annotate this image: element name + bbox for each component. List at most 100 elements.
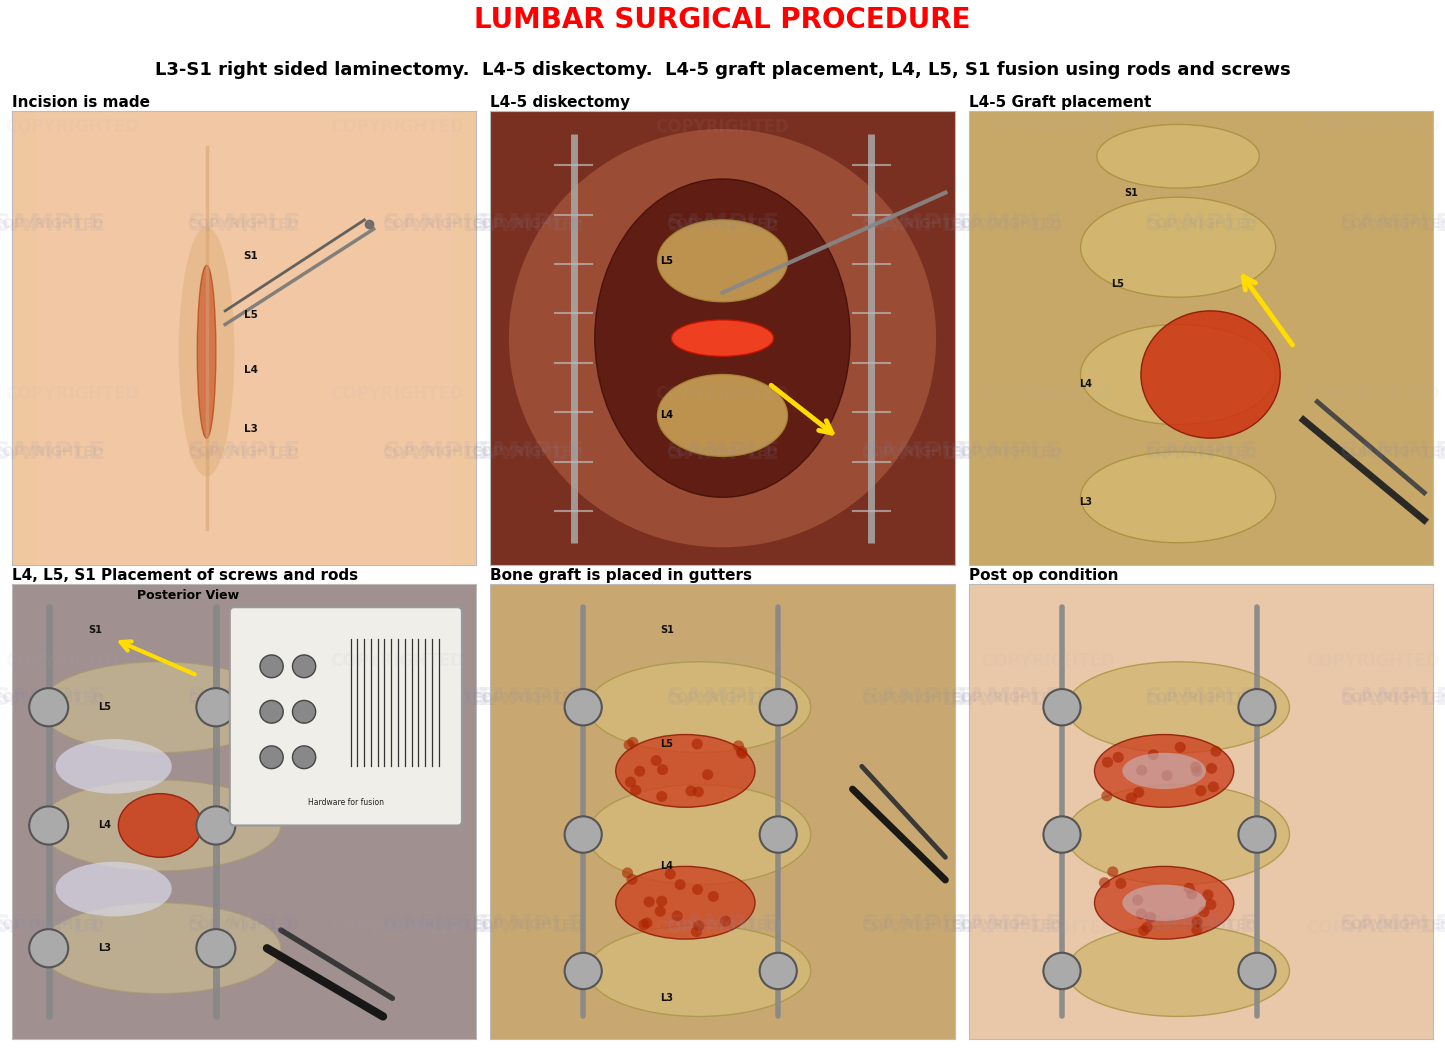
Text: SAMPLE: SAMPLE	[0, 212, 105, 236]
Ellipse shape	[1066, 661, 1289, 752]
Text: COPYRIGHTED: COPYRIGHTED	[666, 919, 779, 933]
Circle shape	[655, 906, 666, 917]
Circle shape	[1162, 770, 1172, 781]
Circle shape	[692, 786, 704, 798]
Circle shape	[720, 916, 731, 926]
Text: COPYRIGHTED: COPYRIGHTED	[383, 691, 494, 705]
Circle shape	[1147, 749, 1159, 760]
Ellipse shape	[1094, 866, 1234, 939]
Text: COPYRIGHTED: COPYRIGHTED	[6, 117, 139, 136]
Circle shape	[665, 868, 676, 880]
Text: SAMPLE: SAMPLE	[471, 440, 584, 464]
Text: COPYRIGHTED: COPYRIGHTED	[1341, 445, 1445, 459]
Circle shape	[656, 896, 668, 906]
Text: COPYRIGHTED: COPYRIGHTED	[0, 919, 104, 933]
Text: COPYRIGHTED: COPYRIGHTED	[188, 445, 299, 459]
FancyBboxPatch shape	[230, 608, 462, 825]
Text: COPYRIGHTED: COPYRIGHTED	[0, 217, 104, 231]
Circle shape	[630, 785, 642, 795]
Circle shape	[1144, 912, 1156, 923]
Circle shape	[624, 776, 636, 787]
Circle shape	[197, 806, 236, 845]
Text: COPYRIGHTED: COPYRIGHTED	[1306, 117, 1439, 136]
Ellipse shape	[1142, 311, 1280, 438]
Circle shape	[260, 655, 283, 677]
Ellipse shape	[118, 793, 202, 858]
Text: L5: L5	[660, 255, 673, 266]
Text: COPYRIGHTED: COPYRIGHTED	[331, 385, 464, 403]
Text: SAMPLE: SAMPLE	[1144, 914, 1259, 938]
Circle shape	[624, 740, 634, 750]
Circle shape	[1142, 922, 1153, 933]
Text: SAMPLE: SAMPLE	[949, 914, 1064, 938]
Text: SAMPLE: SAMPLE	[381, 686, 496, 710]
Circle shape	[565, 953, 601, 990]
Circle shape	[260, 746, 283, 769]
Ellipse shape	[1081, 325, 1276, 424]
Text: SAMPLE: SAMPLE	[186, 212, 301, 236]
Circle shape	[691, 926, 702, 937]
Text: SAMPLE: SAMPLE	[186, 440, 301, 464]
Circle shape	[197, 929, 236, 967]
Circle shape	[672, 910, 682, 921]
Text: COPYRIGHTED: COPYRIGHTED	[331, 652, 464, 670]
Text: L3: L3	[1079, 497, 1091, 506]
Text: COPYRIGHTED: COPYRIGHTED	[1306, 919, 1439, 938]
Text: SAMPLE: SAMPLE	[1340, 686, 1445, 710]
Text: SAMPLE: SAMPLE	[471, 914, 584, 938]
Circle shape	[565, 817, 601, 852]
Text: SAMPLE: SAMPLE	[666, 212, 779, 236]
Text: COPYRIGHTED: COPYRIGHTED	[1306, 385, 1439, 403]
Ellipse shape	[595, 179, 850, 497]
Text: COPYRIGHTED: COPYRIGHTED	[6, 919, 139, 938]
Text: COPYRIGHTED: COPYRIGHTED	[1146, 445, 1257, 459]
Circle shape	[656, 791, 668, 802]
Text: COPYRIGHTED: COPYRIGHTED	[861, 445, 974, 459]
Ellipse shape	[672, 320, 773, 357]
Text: COPYRIGHTED: COPYRIGHTED	[656, 385, 789, 403]
Text: COPYRIGHTED: COPYRIGHTED	[1341, 919, 1445, 933]
Text: L4: L4	[1079, 379, 1091, 388]
Text: COPYRIGHTED: COPYRIGHTED	[951, 919, 1062, 933]
Ellipse shape	[657, 219, 788, 302]
Text: COPYRIGHTED: COPYRIGHTED	[383, 919, 494, 933]
Text: S1: S1	[244, 251, 259, 262]
Text: COPYRIGHTED: COPYRIGHTED	[1146, 691, 1257, 705]
Circle shape	[692, 738, 702, 749]
Circle shape	[737, 748, 747, 759]
Circle shape	[1186, 888, 1198, 900]
Ellipse shape	[1097, 124, 1260, 188]
Circle shape	[1175, 742, 1186, 752]
Circle shape	[685, 786, 696, 797]
Circle shape	[1103, 756, 1113, 768]
Circle shape	[760, 689, 796, 726]
Text: COPYRIGHTED: COPYRIGHTED	[383, 445, 494, 459]
Circle shape	[1191, 762, 1201, 772]
Ellipse shape	[1066, 925, 1289, 1016]
Circle shape	[760, 953, 796, 990]
Circle shape	[1136, 765, 1147, 775]
Text: SAMPLE: SAMPLE	[0, 686, 105, 710]
Circle shape	[1211, 746, 1221, 756]
Circle shape	[1238, 817, 1276, 852]
Text: COPYRIGHTED: COPYRIGHTED	[951, 445, 1062, 459]
Text: SAMPLE: SAMPLE	[471, 686, 584, 710]
Text: SAMPLE: SAMPLE	[1340, 440, 1445, 464]
Text: COPYRIGHTED: COPYRIGHTED	[471, 919, 584, 933]
Circle shape	[1198, 906, 1209, 918]
Text: SAMPLE: SAMPLE	[666, 440, 779, 464]
Text: SAMPLE: SAMPLE	[1144, 212, 1259, 236]
Ellipse shape	[56, 862, 172, 917]
Ellipse shape	[657, 375, 788, 457]
Text: COPYRIGHTED: COPYRIGHTED	[861, 919, 974, 933]
Circle shape	[292, 701, 315, 723]
Circle shape	[1192, 917, 1202, 927]
Ellipse shape	[1123, 752, 1207, 789]
Text: SAMPLE: SAMPLE	[949, 686, 1064, 710]
Ellipse shape	[588, 661, 811, 752]
Text: COPYRIGHTED: COPYRIGHTED	[331, 919, 464, 938]
Circle shape	[1043, 689, 1081, 726]
Text: COPYRIGHTED: COPYRIGHTED	[981, 919, 1114, 938]
Text: L3: L3	[244, 424, 257, 434]
Text: COPYRIGHTED: COPYRIGHTED	[981, 117, 1114, 136]
